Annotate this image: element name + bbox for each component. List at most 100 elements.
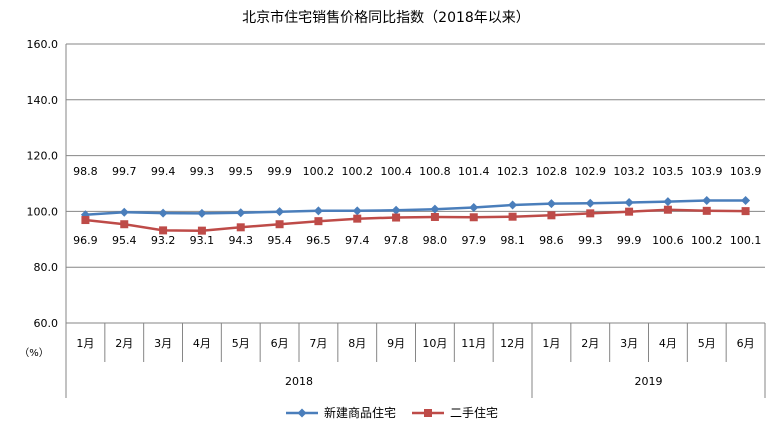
data-label: 100.1	[730, 234, 762, 247]
data-label: 97.4	[345, 234, 370, 247]
data-point	[197, 226, 206, 235]
year-label: 2018	[285, 375, 313, 388]
series-line-1	[85, 199, 746, 216]
x-tick-label: 9月	[387, 337, 405, 350]
data-point	[236, 223, 245, 232]
axes	[65, 44, 766, 398]
data-point	[314, 217, 323, 226]
data-point	[702, 206, 711, 215]
y-tick-label: 160.0	[27, 38, 59, 51]
data-point	[663, 197, 673, 207]
x-tick-label: 4月	[659, 337, 677, 350]
x-tick-label: 1月	[76, 337, 94, 350]
x-tick-label: 6月	[737, 337, 755, 350]
data-point	[702, 196, 712, 206]
data-point	[81, 216, 90, 225]
x-tick-label: 6月	[271, 337, 289, 350]
chart-title: 北京市住宅销售价格同比指数（2018年以来）	[242, 9, 530, 26]
data-label: 103.5	[652, 165, 684, 178]
data-point	[508, 200, 518, 210]
data-point	[119, 207, 129, 217]
x-tick-label: 3月	[154, 337, 172, 350]
data-label: 93.2	[151, 234, 176, 247]
data-label: 99.5	[229, 165, 254, 178]
data-label: 99.3	[190, 165, 215, 178]
data-label: 99.7	[112, 165, 137, 178]
x-tick-label: 8月	[348, 337, 366, 350]
x-tick-label: 11月	[461, 337, 486, 350]
data-label: 99.3	[578, 234, 603, 247]
data-label: 93.1	[190, 234, 215, 247]
data-label: 99.9	[617, 234, 642, 247]
gridlines	[66, 43, 765, 324]
x-tick-label: 5月	[698, 337, 716, 350]
x-tick-label: 3月	[620, 337, 638, 350]
y-tick-label: 60.0	[34, 317, 59, 330]
legend-marker	[424, 409, 432, 417]
x-tick-label: 12月	[500, 337, 525, 350]
data-point	[120, 220, 129, 229]
data-label: 102.8	[536, 165, 568, 178]
data-label: 96.9	[73, 234, 98, 247]
x-tick-label: 4月	[193, 337, 211, 350]
y-tick-label: 100.0	[27, 205, 59, 218]
data-point	[469, 213, 478, 222]
data-point	[663, 205, 672, 214]
data-point	[197, 208, 207, 218]
data-point	[352, 206, 362, 216]
data-label: 98.8	[73, 165, 98, 178]
data-label: 95.4	[112, 234, 137, 247]
data-label: 103.9	[730, 165, 762, 178]
data-labels: 98.8 99.7 99.4 99.3 99.5 99.9 100.2 100.2 100.4 1…	[73, 165, 761, 247]
y-unit-label: （%）	[19, 347, 49, 359]
data-point	[741, 207, 750, 216]
data-point	[275, 207, 285, 217]
data-label: 100.2	[342, 165, 374, 178]
data-point	[158, 208, 168, 218]
data-label: 102.3	[497, 165, 529, 178]
x-category-labels: 1月 2月 3月 4月 5月 6月 7月 8月 9月 10月 11月 12月 1月 2月 3月 4月 5月 6月 2…	[76, 337, 754, 388]
data-label: 95.4	[267, 234, 292, 247]
data-point	[391, 205, 401, 215]
data-label: 94.3	[229, 234, 254, 247]
data-point	[547, 211, 556, 220]
data-label: 102.9	[575, 165, 607, 178]
data-point	[585, 198, 595, 208]
data-point	[430, 204, 440, 214]
data-point	[624, 197, 634, 207]
data-label: 96.5	[306, 234, 331, 247]
data-point	[508, 212, 517, 221]
data-point	[430, 212, 439, 221]
data-label: 100.6	[652, 234, 684, 247]
data-point	[586, 209, 595, 218]
x-tick-label: 2月	[581, 337, 599, 350]
x-tick-label: 7月	[309, 337, 327, 350]
legend-label: 新建商品住宅	[324, 405, 396, 420]
x-tick-label: 1月	[542, 337, 560, 350]
data-point	[236, 208, 246, 218]
data-label: 97.8	[384, 234, 409, 247]
data-label: 101.4	[458, 165, 490, 178]
data-label: 99.9	[267, 165, 292, 178]
year-label: 2019	[635, 375, 663, 388]
data-point	[741, 196, 751, 206]
y-tick-labels: 160.0 140.0 120.0 100.0 80.0 60.0	[27, 38, 59, 330]
data-label: 100.8	[419, 165, 451, 178]
y-tick-label: 80.0	[34, 261, 59, 274]
data-label: 98.6	[539, 234, 564, 247]
data-label: 99.4	[151, 165, 176, 178]
data-point	[159, 226, 168, 235]
data-point	[469, 202, 479, 212]
legend-marker	[297, 408, 307, 418]
data-label: 97.9	[462, 234, 487, 247]
x-tick-label: 2月	[115, 337, 133, 350]
y-tick-label: 140.0	[27, 94, 59, 107]
series-layer	[80, 196, 751, 235]
legend-label: 二手住宅	[450, 405, 498, 420]
data-point	[313, 206, 323, 216]
data-point	[546, 199, 556, 209]
data-label: 103.2	[613, 165, 645, 178]
data-point	[392, 213, 401, 222]
legend: 新建商品住宅 二手住宅	[286, 405, 498, 420]
